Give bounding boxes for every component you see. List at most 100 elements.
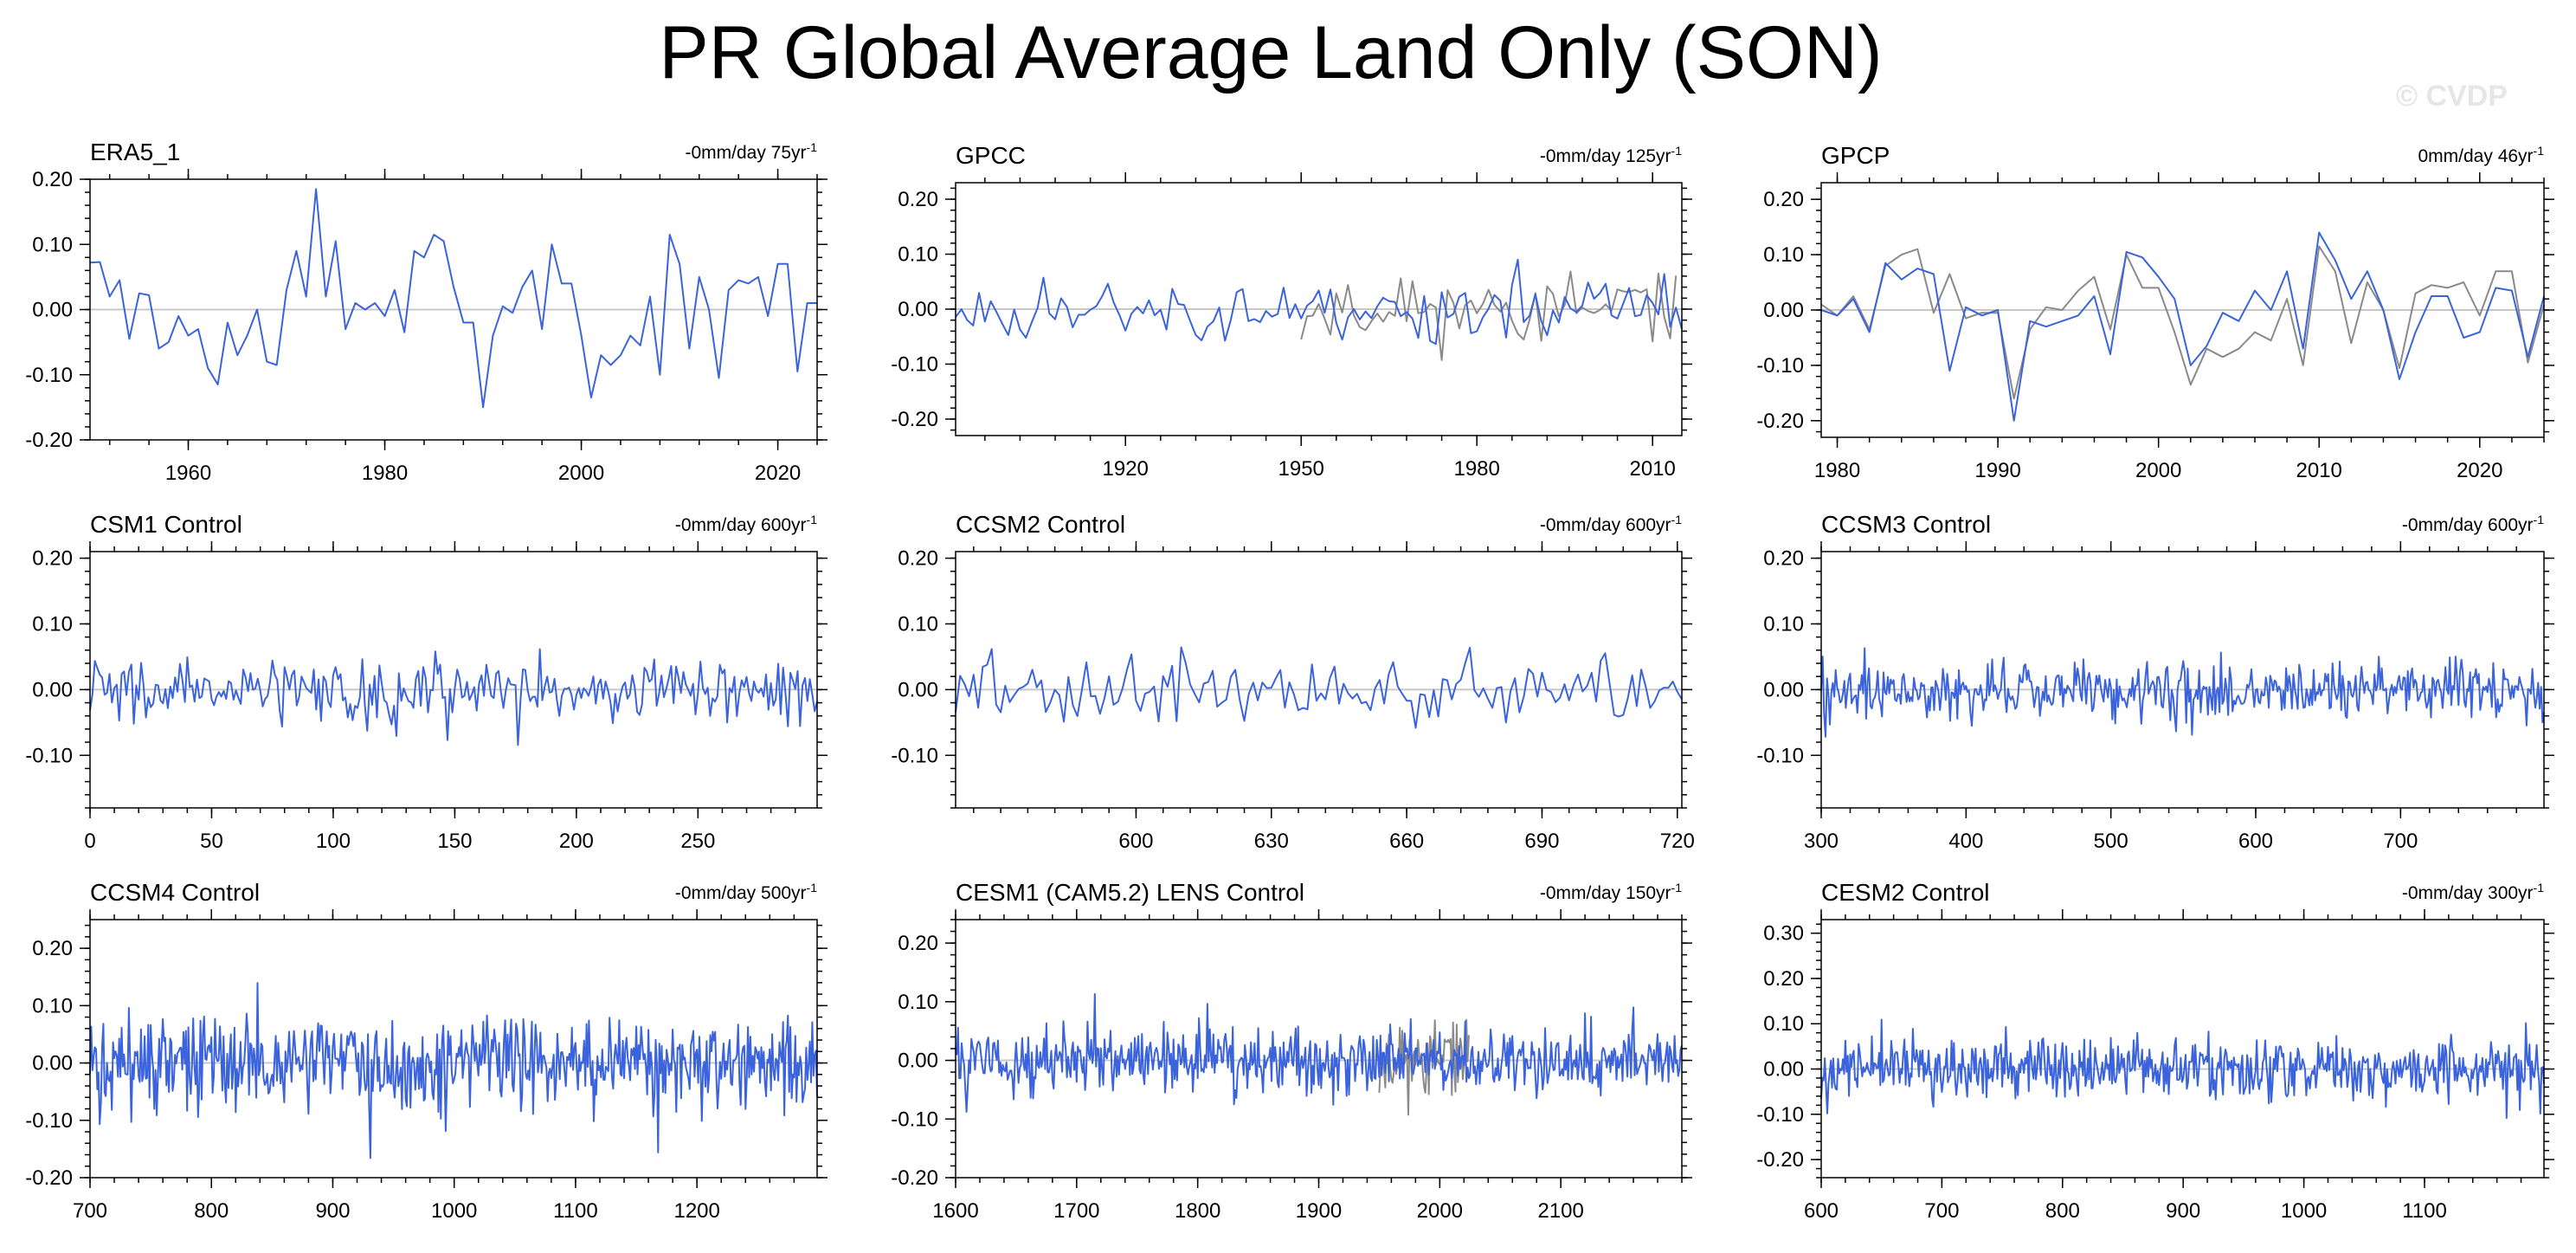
panel-title: CESM2 Control <box>1821 879 1990 906</box>
x-tick-label: 400 <box>1948 830 1983 853</box>
overlay-series-line <box>1378 1018 1470 1116</box>
x-tick-label: 600 <box>1118 830 1153 853</box>
y-tick-label: 0.00 <box>32 678 73 701</box>
x-tick-label: 1980 <box>362 462 408 485</box>
y-tick-label: 0.00 <box>32 1052 73 1075</box>
y-tick-label: -0.10 <box>891 1108 938 1131</box>
y-tick-label: 0.10 <box>1763 612 1804 636</box>
x-tick-label: 1980 <box>1814 459 1860 482</box>
y-tick-label: 0.10 <box>1763 1012 1804 1036</box>
x-tick-label: 2010 <box>1629 457 1675 481</box>
panel-title: GPCC <box>956 142 1026 169</box>
x-tick-label: 200 <box>559 830 594 853</box>
stat-exponent: -1 <box>807 140 818 154</box>
stat-exponent: -1 <box>2534 513 2545 526</box>
panel-7: CCSM4 Control -0mm/day 500yr-1 -0.20 -0.10 0… <box>25 879 828 1223</box>
y-tick-label: 0.20 <box>32 937 73 960</box>
x-tick-label: 2100 <box>1537 1199 1583 1223</box>
y-tick-label: -0.10 <box>25 364 73 387</box>
panel-9: CESM2 Control -0mm/day 300yr-1 -0.20 -0.10 0… <box>1756 879 2554 1223</box>
y-tick-label: 0.10 <box>1763 243 1804 267</box>
x-tick-label: 1000 <box>2281 1199 2327 1223</box>
panel-title: CCSM2 Control <box>956 511 1125 538</box>
y-tick-label: -0.10 <box>891 352 938 376</box>
x-tick-label: 800 <box>194 1199 229 1223</box>
x-tick-label: 1800 <box>1175 1199 1220 1223</box>
panel-2: GPCC -0mm/day 125yr-1 -0.20 -0.10 0.00 0.10 0.… <box>891 142 1692 481</box>
x-tick-label: 1600 <box>932 1199 978 1223</box>
panel-stat: -0mm/day 600yr-1 <box>2402 513 2544 535</box>
x-tick-label: 2000 <box>1417 1199 1463 1223</box>
x-tick-label: 1100 <box>553 1199 598 1223</box>
series-line <box>1820 231 2545 422</box>
panel-title: CCSM4 Control <box>90 879 260 906</box>
panel-4: CSM1 Control -0mm/day 600yr-1 -0.10 0.00 0.1… <box>25 511 828 853</box>
panel-stat: -0mm/day 600yr-1 <box>1540 513 1682 535</box>
y-tick-label: -0.10 <box>891 744 938 767</box>
y-tick-label: -0.20 <box>1756 1148 1804 1172</box>
y-tick-label: 0.00 <box>32 299 73 322</box>
stat-exponent: -1 <box>807 513 818 526</box>
x-tick-label: 700 <box>2383 830 2418 853</box>
y-tick-label: 0.10 <box>898 243 938 267</box>
y-tick-label: 0.30 <box>1763 922 1804 946</box>
panel-title: ERA5_1 <box>90 139 180 165</box>
y-tick-label: 0.00 <box>898 1050 938 1073</box>
x-tick-label: 1920 <box>1103 457 1149 481</box>
y-tick-label: -0.10 <box>1756 1103 1804 1127</box>
x-tick-label: 1000 <box>431 1199 477 1223</box>
x-tick-label: 900 <box>315 1199 350 1223</box>
x-tick-label: 720 <box>1660 830 1695 853</box>
panel-stat: -0mm/day 75yr-1 <box>686 140 818 163</box>
x-tick-label: 1960 <box>165 462 211 485</box>
panel-8: CESM1 (CAM5.2) LENS Control -0mm/day 150y… <box>891 879 1692 1223</box>
x-tick-label: 1900 <box>1296 1199 1342 1223</box>
panel-stat: -0mm/day 125yr-1 <box>1540 144 1682 166</box>
panel-title: CESM1 (CAM5.2) LENS Control <box>956 879 1304 906</box>
stat-exponent: -1 <box>1671 513 1683 526</box>
overlay-series-line <box>1820 245 2545 400</box>
x-tick-label: 100 <box>316 830 351 853</box>
y-tick-label: 0.10 <box>32 233 73 256</box>
series-line <box>89 982 818 1159</box>
y-tick-label: 0.20 <box>898 547 938 571</box>
x-tick-label: 2000 <box>558 462 604 485</box>
y-tick-label: 0.20 <box>898 932 938 955</box>
y-tick-label: 0.00 <box>1763 1058 1804 1082</box>
panel-title: CCSM3 Control <box>1821 511 1991 538</box>
y-tick-label: -0.20 <box>1756 410 1804 433</box>
panel-3: GPCP 0mm/day 46yr-1 -0.20 -0.10 0.00 0.10 0.20… <box>1756 142 2554 482</box>
panel-title: GPCP <box>1821 142 1890 169</box>
x-tick-label: 2000 <box>2135 459 2181 482</box>
stat-exponent: -1 <box>1671 144 1683 158</box>
x-tick-label: 900 <box>2166 1199 2200 1223</box>
y-tick-label: 0.20 <box>1763 188 1804 211</box>
overlay-series-line <box>1300 270 1678 361</box>
x-tick-label: 150 <box>437 830 472 853</box>
page-title: PR Global Average Land Only (SON) <box>659 11 1883 94</box>
panel-stat: 0mm/day 46yr-1 <box>2418 144 2545 166</box>
stat-exponent: -1 <box>2534 144 2545 158</box>
x-tick-label: 2020 <box>2457 459 2502 482</box>
panel-stat: -0mm/day 600yr-1 <box>675 513 817 535</box>
y-tick-label: -0.20 <box>891 408 938 431</box>
x-tick-label: 500 <box>2094 830 2128 853</box>
plot-frame <box>1820 919 2545 1179</box>
y-tick-label: -0.20 <box>25 1166 73 1190</box>
stat-exponent: -1 <box>807 881 818 895</box>
panel-title: CSM1 Control <box>90 511 242 538</box>
x-tick-label: 690 <box>1524 830 1559 853</box>
y-tick-label: -0.20 <box>25 429 73 452</box>
y-tick-label: -0.10 <box>25 744 73 767</box>
y-tick-label: 0.20 <box>32 547 73 571</box>
x-tick-label: 1980 <box>1453 457 1499 481</box>
x-tick-label: 600 <box>1804 1199 1839 1223</box>
panel-1: ERA5_1 -0mm/day 75yr-1 -0.20 -0.10 0.00 0.10 0… <box>25 139 828 485</box>
x-tick-label: 1100 <box>2402 1199 2447 1223</box>
y-tick-label: 0.00 <box>898 298 938 321</box>
stat-exponent: -1 <box>1671 881 1683 895</box>
panel-stat: -0mm/day 150yr-1 <box>1540 881 1682 903</box>
y-tick-label: 0.20 <box>1763 547 1804 571</box>
series-line <box>955 646 1683 729</box>
x-tick-label: 2010 <box>2296 459 2342 482</box>
